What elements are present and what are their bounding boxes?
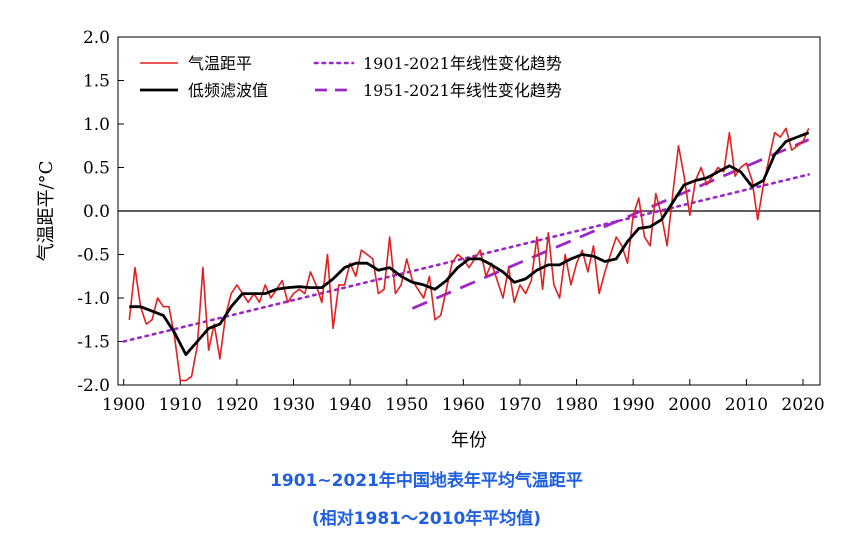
- y-tick-label: 0.0: [83, 202, 110, 222]
- legend-label: 低频滤波值: [188, 81, 268, 100]
- x-tick-label: 1990: [612, 395, 655, 415]
- y-tick-label: 1.0: [83, 115, 110, 135]
- x-tick-label: 1940: [328, 395, 371, 415]
- caption-subtitle: (相对1981～2010年平均值): [311, 509, 542, 529]
- caption-title: 1901~2021年中国地表年平均气温距平: [270, 471, 583, 491]
- x-tick-label: 1970: [498, 395, 541, 415]
- y-tick-label: -0.5: [77, 246, 110, 266]
- x-tick-label: 1920: [215, 395, 258, 415]
- x-tick-label: 1950: [385, 395, 428, 415]
- x-tick-label: 1980: [555, 395, 598, 415]
- x-tick-label: 2010: [725, 395, 768, 415]
- legend-label: 气温距平: [188, 54, 252, 73]
- series-line-3: [411, 138, 810, 310]
- y-tick-label: -2.0: [77, 376, 110, 396]
- x-axis-label: 年份: [451, 430, 487, 451]
- y-tick-label: 1.5: [83, 72, 110, 92]
- series-line-2: [122, 173, 810, 343]
- x-tick-label: 2000: [668, 395, 711, 415]
- x-tick-label: 1960: [442, 395, 485, 415]
- y-axis-label: 气温距平/°C: [36, 161, 57, 262]
- y-tick-label: 0.5: [83, 159, 110, 179]
- series-line-1: [129, 131, 810, 356]
- y-tick-label: -1.5: [77, 333, 110, 353]
- x-tick-label: 1910: [159, 395, 202, 415]
- legend-label: 1951-2021年线性变化趋势: [363, 81, 562, 100]
- x-tick-label: 2020: [781, 395, 824, 415]
- y-tick-label: -1.0: [77, 289, 110, 309]
- temperature-anomaly-chart: 2.0 1.5 1.0 0.5 0.0 -0.5 -1.0 -1.5 -2.0 1900 1910…: [36, 28, 825, 451]
- legend-label: 1901-2021年线性变化趋势: [363, 54, 562, 73]
- x-tick-label: 1930: [272, 395, 315, 415]
- y-tick-label: 2.0: [83, 28, 110, 48]
- x-tick-label: 1900: [102, 395, 145, 415]
